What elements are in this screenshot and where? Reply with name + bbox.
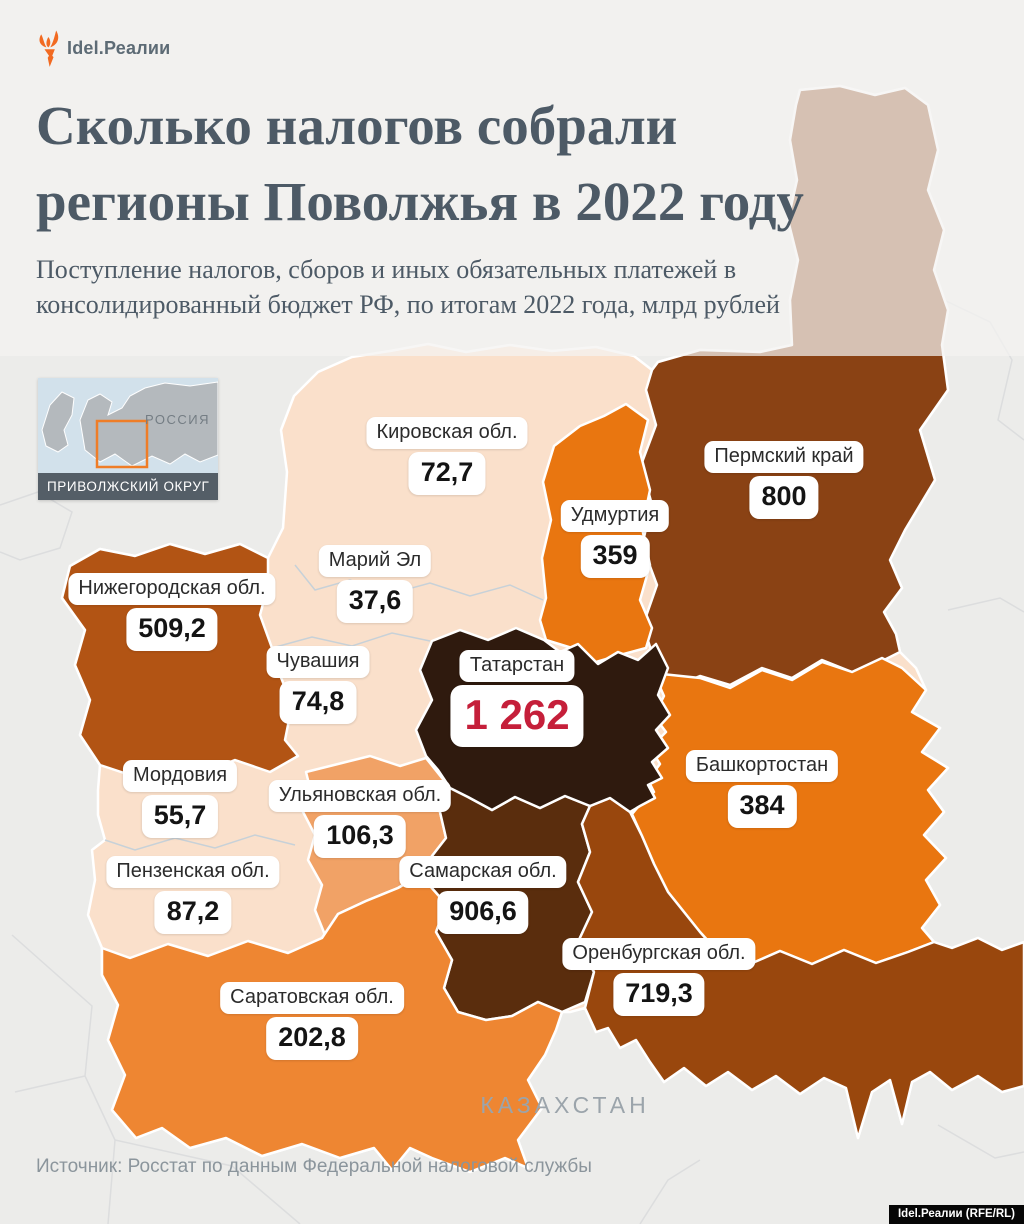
region-value: 87,2 — [154, 891, 232, 934]
region-value: 202,8 — [266, 1017, 358, 1060]
torch-icon — [39, 30, 59, 67]
region-value: 55,7 — [141, 795, 219, 838]
region-name: Нижегородская обл. — [68, 573, 276, 605]
label-saratov: Саратовская обл. 202,8 — [220, 982, 404, 1060]
russia-label: РОССИЯ — [144, 412, 210, 427]
region-value: 509,2 — [126, 608, 218, 651]
label-nizhny: Нижегородская обл. 509,2 — [68, 573, 276, 651]
label-ulyanovsk: Ульяновская обл. 106,3 — [268, 780, 452, 858]
region-name: Пензенская обл. — [106, 856, 280, 888]
label-udmurtia: Удмуртия 359 — [560, 500, 670, 578]
label-samara: Самарская обл. 906,6 — [399, 856, 567, 934]
region-name: Пермский край — [704, 441, 864, 473]
brand-name: Idel.Реалии — [67, 37, 171, 58]
region-name: Мордовия — [122, 760, 238, 792]
page-title: Сколько налогов собрали регионы Поволжья … — [36, 95, 804, 232]
region-value: 37,6 — [336, 580, 414, 623]
region-value: 384 — [727, 785, 797, 828]
region-name: Саратовская обл. — [220, 982, 404, 1014]
region-value: 359 — [580, 535, 650, 578]
label-chuvashia: Чувашия 74,8 — [266, 646, 370, 724]
credit-badge: Idel.Реалии (RFE/RL) — [888, 1205, 1024, 1224]
region-name: Марий Эл — [318, 545, 432, 577]
district-highlight-box — [95, 419, 149, 469]
region-value: 800 — [749, 476, 819, 519]
locator-inset: РОССИЯ ПРИВОЛЖСКИЙ ОКРУГ — [38, 378, 218, 500]
label-perm: Пермский край 800 — [704, 441, 864, 519]
region-name: Оренбургская обл. — [562, 938, 756, 970]
label-bashkortostan: Башкортостан 384 — [685, 750, 839, 828]
region-name: Кировская обл. — [366, 417, 528, 449]
region-value: 72,7 — [408, 452, 486, 495]
label-mordovia: Мордовия 55,7 — [122, 760, 238, 838]
label-orenburg: Оренбургская обл. 719,3 — [562, 938, 756, 1016]
region-value: 106,3 — [314, 815, 406, 858]
region-name: Татарстан — [459, 650, 575, 682]
region-value: 906,6 — [437, 891, 529, 934]
source-note: Источник: Росстат по данным Федеральной … — [36, 1156, 592, 1177]
region-value: 74,8 — [279, 681, 357, 724]
header: Idel.Реалии — [36, 28, 170, 68]
district-label: ПРИВОЛЖСКИЙ ОКРУГ — [38, 473, 218, 500]
region-name: Башкортостан — [685, 750, 839, 782]
region-name: Удмуртия — [560, 500, 670, 532]
brand-logo: Idel.Реалии — [36, 28, 170, 68]
region-name: Самарская обл. — [399, 856, 567, 888]
region-name: Чувашия — [266, 646, 370, 678]
label-tatarstan: Татарстан 1 262 — [450, 650, 584, 747]
kazakhstan-label: КАЗАХСТАН — [480, 1092, 650, 1118]
page-subtitle: Поступление налогов, сборов и иных обяза… — [36, 255, 780, 319]
region-value: 1 262 — [450, 685, 584, 747]
region-value: 719,3 — [613, 973, 705, 1016]
header-overlay — [0, 0, 1024, 356]
label-kirov: Кировская обл. 72,7 — [366, 417, 528, 495]
label-mariel: Марий Эл 37,6 — [318, 545, 432, 623]
label-penza: Пензенская обл. 87,2 — [106, 856, 280, 934]
region-name: Ульяновская обл. — [268, 780, 452, 812]
